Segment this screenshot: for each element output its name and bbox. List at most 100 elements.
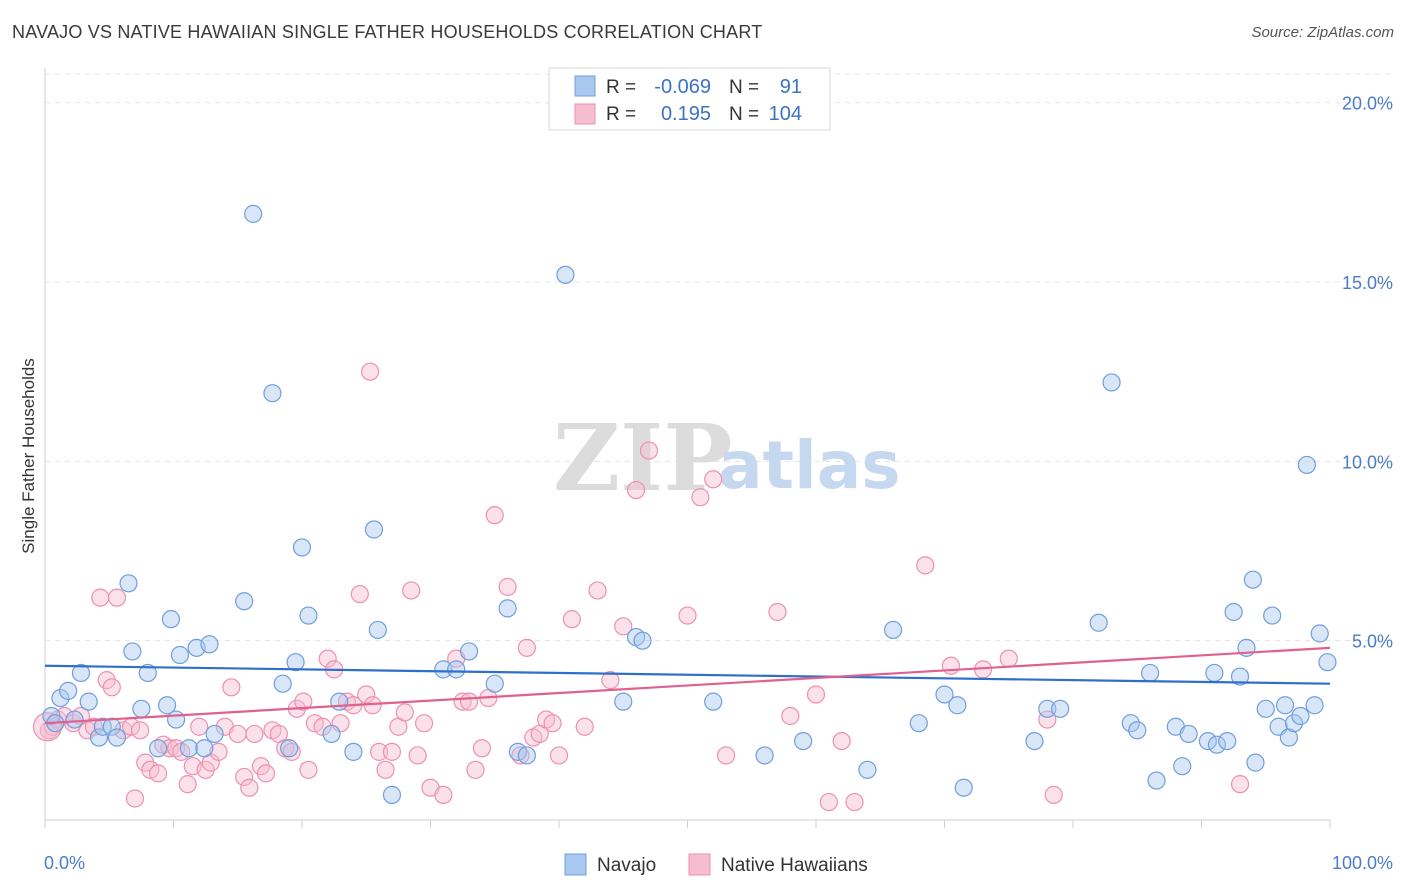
hawaiian-point bbox=[228, 724, 247, 744]
navajo-point bbox=[344, 742, 363, 761]
navajo-point bbox=[1102, 373, 1121, 392]
watermark: ZIP atlas bbox=[553, 404, 901, 512]
navajo-point bbox=[1256, 699, 1275, 718]
navajo-point bbox=[1297, 455, 1316, 475]
hawaiian-point bbox=[485, 506, 504, 525]
y-tick-label-2: 15.0% bbox=[1342, 273, 1393, 293]
hawaiian-point bbox=[691, 488, 710, 507]
hawaiian-point bbox=[209, 742, 228, 761]
hawaiian-point bbox=[549, 746, 569, 765]
navajo-point bbox=[382, 785, 402, 804]
navajo-point bbox=[157, 696, 177, 715]
hawaiian-point bbox=[130, 721, 150, 740]
navajo-point bbox=[263, 384, 282, 403]
navajo-point bbox=[459, 642, 479, 661]
tick-labels: 5.0% 10.0% 15.0% 20.0% 0.0% 100.0% bbox=[44, 94, 1393, 873]
navajo-point bbox=[794, 731, 813, 751]
hawaiian-point bbox=[178, 775, 197, 794]
hawaiian-r-value: 0.195 bbox=[661, 103, 711, 125]
hawaiian-point bbox=[299, 760, 318, 779]
hawaiian-point bbox=[294, 692, 313, 711]
navajo-point bbox=[280, 739, 299, 758]
navajo-point bbox=[273, 674, 292, 693]
navajo-point bbox=[166, 710, 186, 729]
navajo-point bbox=[1243, 570, 1263, 589]
navajo-point bbox=[1230, 667, 1250, 686]
navajo-r-label: R = bbox=[606, 77, 636, 98]
hawaiian-point bbox=[716, 746, 736, 765]
hawaiian-point bbox=[601, 671, 620, 690]
hawaiian-point bbox=[472, 739, 491, 758]
hawaiian-point bbox=[395, 703, 414, 722]
navajo-point bbox=[508, 742, 527, 761]
hawaiian-point bbox=[382, 742, 402, 761]
gridlines bbox=[45, 73, 1393, 642]
navajo-point bbox=[1089, 613, 1108, 632]
navajo-point bbox=[119, 574, 138, 593]
navajo-point bbox=[79, 692, 98, 711]
navajo-trend-line bbox=[44, 664, 1331, 685]
hawaiian-point bbox=[543, 714, 562, 733]
navajo-point bbox=[633, 631, 652, 650]
navajo-point bbox=[1140, 663, 1160, 683]
hawaiian-point bbox=[999, 649, 1018, 668]
hawaiian-point bbox=[781, 706, 800, 726]
hawaiian-point bbox=[148, 764, 168, 783]
navajo-point bbox=[292, 538, 312, 557]
hawaiian-point bbox=[639, 441, 659, 460]
hawaiian-point bbox=[357, 685, 376, 704]
hawaiian-point bbox=[588, 581, 607, 600]
navajo-point bbox=[1284, 714, 1304, 733]
hawaiian-point bbox=[1038, 710, 1057, 729]
chart-title: NAVAJO VS NATIVE HAWAIIAN SINGLE FATHER … bbox=[12, 22, 763, 42]
navajo-legend-swatch bbox=[574, 75, 596, 97]
hawaiian-point bbox=[626, 480, 646, 500]
navajo-point bbox=[148, 739, 168, 758]
navajo-point bbox=[132, 699, 151, 718]
hawaiian-point bbox=[256, 764, 276, 783]
navajo-point bbox=[1205, 663, 1224, 683]
hawaiian-point bbox=[704, 470, 723, 489]
navajo-point bbox=[368, 620, 387, 640]
hawaiian-point bbox=[414, 714, 434, 733]
navajo-r-value: -0.069 bbox=[654, 76, 711, 98]
navajo-point bbox=[1275, 696, 1295, 715]
trend-lines bbox=[44, 646, 1331, 725]
y-axis-label: Single Father Households bbox=[19, 358, 38, 554]
hawaiian-point bbox=[166, 739, 186, 758]
navajo-point bbox=[755, 746, 774, 765]
navajo-point bbox=[1263, 606, 1282, 625]
series-legend: Navajo Native Hawaiians bbox=[564, 853, 868, 876]
hawaiian-point bbox=[466, 760, 485, 779]
stats-legend: R = -0.069 N = 91 R = 0.195 N = 104 bbox=[548, 67, 831, 131]
hawaiian-point bbox=[240, 778, 259, 797]
navajo-point bbox=[517, 746, 536, 765]
hawaiian-series-swatch bbox=[688, 853, 711, 876]
hawaiian-point bbox=[318, 649, 337, 668]
hawaiian-point bbox=[370, 742, 389, 761]
navajo-point bbox=[1051, 699, 1070, 718]
hawaiian-point bbox=[190, 717, 209, 736]
navajo-point bbox=[1179, 724, 1198, 744]
navajo-series-label: Navajo bbox=[597, 855, 656, 876]
navajo-point bbox=[205, 724, 224, 744]
navajo-point bbox=[883, 620, 903, 640]
stats-legend-box bbox=[548, 67, 831, 131]
hawaiian-series-label: Native Hawaiians bbox=[721, 855, 868, 876]
hawaiian-trend-line bbox=[44, 646, 1331, 725]
navajo-point bbox=[286, 653, 305, 672]
navajo-point bbox=[1224, 602, 1243, 622]
navajo-point bbox=[195, 739, 214, 758]
hawaiian-point bbox=[125, 789, 145, 808]
navajo-point bbox=[909, 714, 928, 733]
x-tick-label-1: 100.0% bbox=[1332, 853, 1393, 873]
navajo-point bbox=[89, 728, 109, 747]
hawaiian-point bbox=[1230, 775, 1250, 794]
navajo-point bbox=[614, 692, 633, 711]
hawaiian-point bbox=[916, 556, 935, 575]
navajo-point bbox=[330, 692, 349, 711]
hawaiian-point bbox=[350, 584, 369, 604]
hawaiian-point bbox=[575, 717, 594, 736]
navajo-point bbox=[1218, 731, 1237, 751]
